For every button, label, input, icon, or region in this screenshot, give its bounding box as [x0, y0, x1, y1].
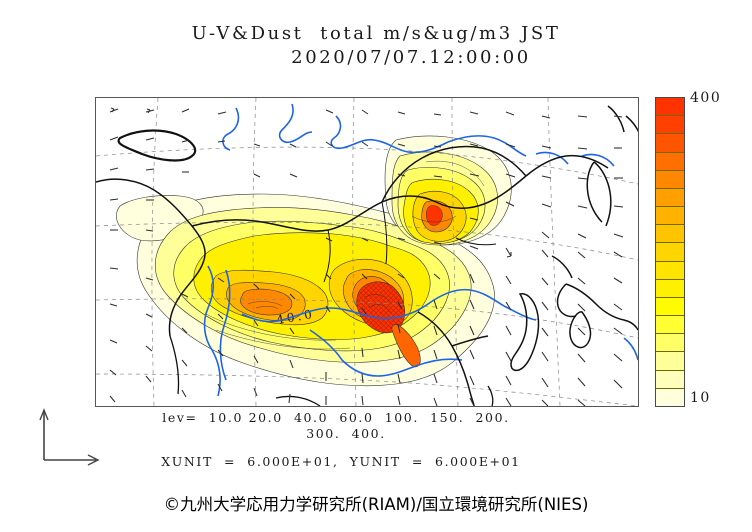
colorbar[interactable] — [655, 97, 685, 407]
colorbar-band-6 — [656, 207, 684, 226]
colorbar-band-11 — [656, 297, 684, 317]
colorbar-band-9 — [656, 261, 684, 280]
map-plot-area[interactable]: 40.0 40.0 — [95, 97, 639, 407]
rivers-layer — [203, 103, 638, 397]
coastlines-layer — [96, 105, 638, 406]
colorbar-band-12 — [656, 316, 684, 335]
colorbar-max-label: 400 — [690, 90, 722, 106]
colorbar-band-4 — [656, 170, 684, 189]
colorbar-band-14 — [656, 352, 684, 371]
colorbar-band-1 — [656, 116, 684, 135]
colorbar-band-3 — [656, 152, 684, 171]
colorbar-band-13 — [656, 334, 684, 353]
dust-contour-fills — [116, 135, 512, 387]
colorbar-min-label: 10 — [690, 390, 711, 406]
chart-title: U-V&Dust total m/s&ug/m3 JST — [191, 23, 561, 44]
contour-lines — [205, 160, 485, 350]
colorbar-band-16 — [656, 388, 684, 406]
colorbar-band-0 — [656, 98, 684, 117]
colorbar-band-8 — [656, 243, 684, 262]
reference-vector-legend — [39, 408, 100, 466]
wind-vector-field — [109, 107, 624, 406]
chart-title-block: U-V&Dust total m/s&ug/m3 JST 2020/07/07.… — [0, 22, 752, 70]
contour-levels-line2: 300. 400. — [306, 426, 386, 441]
contour-levels-line1: lev= 10.0 20.0 40.0 60.0 100. 150. 200. — [162, 410, 510, 425]
axis-units-text: XUNIT = 6.000E+01, YUNIT = 6.000E+01 — [161, 454, 521, 469]
contour-label-40: 40.0 40.0 — [275, 307, 316, 328]
colorbar-band-5 — [656, 188, 684, 208]
colorbar-band-7 — [656, 225, 684, 244]
copyright-credit: ©九州大学応用力学研究所(RIAM)/国立環境研究所(NIES) — [163, 495, 589, 514]
colorbar-band-2 — [656, 134, 684, 153]
colorbar-band-10 — [656, 279, 684, 298]
colorbar-band-15 — [656, 370, 684, 389]
svg-text:40.0: 40.0 — [275, 307, 316, 328]
chart-datetime: 2020/07/07.12:00:00 — [291, 47, 531, 68]
map-canvas: 40.0 40.0 — [96, 98, 638, 406]
